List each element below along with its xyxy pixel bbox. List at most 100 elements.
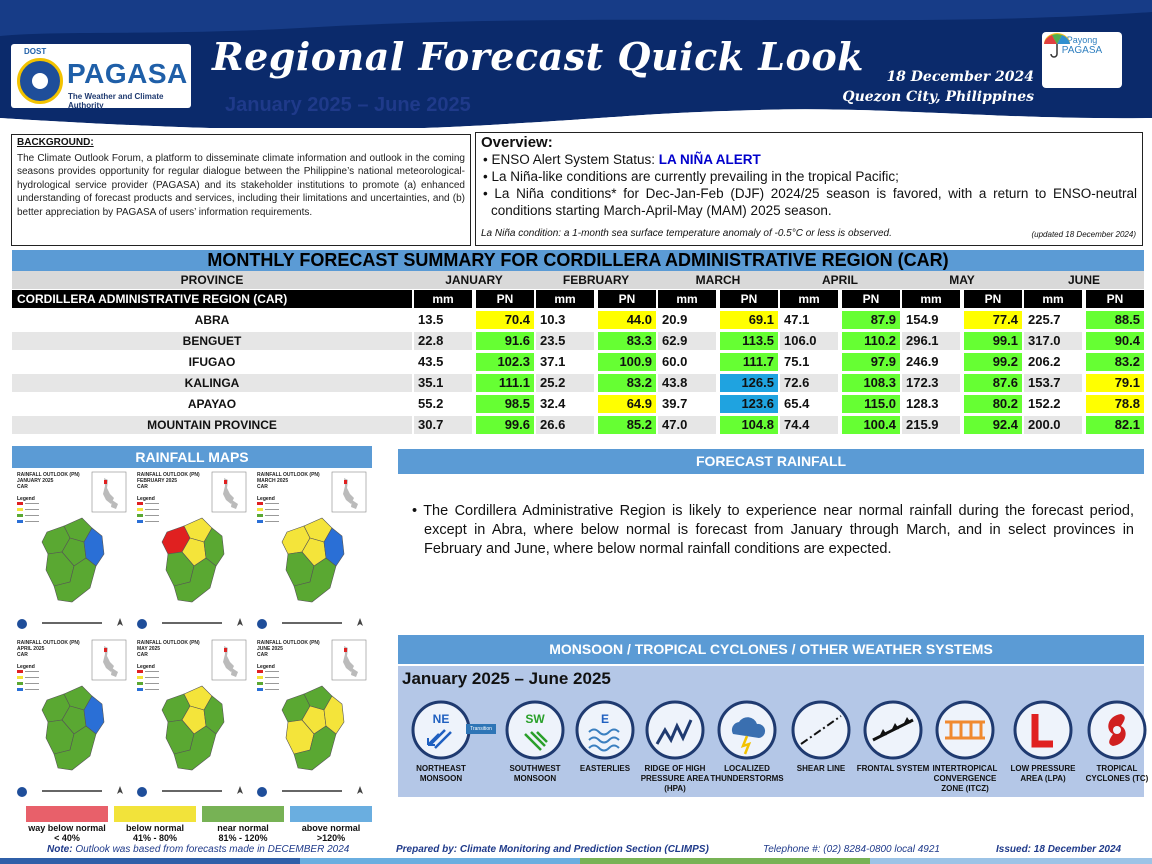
dost-label: DOST: [24, 47, 47, 56]
footer-issued: Issued: 18 December 2024: [996, 844, 1122, 855]
rainfall-mm-cell: 65.4: [784, 396, 810, 411]
weather-system-label: INTERTROPICAL CONVERGENCE ZONE (ITCZ): [932, 764, 998, 793]
payong-label: Payong: [1066, 35, 1098, 45]
mm-column-header: mm: [1024, 290, 1082, 308]
background-panel: BACKGROUND: The Climate Outlook Forum, a…: [11, 134, 471, 246]
map-graphic: [17, 639, 127, 797]
weather-systems-title: MONSOON / TROPICAL CYCLONES / OTHER WEAT…: [398, 635, 1144, 664]
province-name: IFUGAO: [188, 355, 236, 369]
map-graphic: [137, 471, 247, 629]
month-header: FEBRUARY: [562, 273, 630, 287]
rainfall-map: RAINFALL OUTLOOK (PN) JUNE 2025 CAR Legend: [252, 638, 370, 802]
legend-label: way below normal < 40%: [26, 823, 108, 843]
tropical-cyclone-icon: [1087, 700, 1147, 765]
weather-system-label: LOW PRESSURE AREA (LPA): [1010, 764, 1076, 783]
percent-normal-cell: 80.2: [964, 395, 1022, 413]
rainfall-map: RAINFALL OUTLOOK (PN) APRIL 2025 CAR Legend: [12, 638, 130, 802]
month-header: MAY: [949, 273, 975, 287]
table-row: IFUGAO 43.5 102.3 37.1 100.9 60.0 111.7 75.1 97.…: [12, 353, 1144, 371]
region-name: CORDILLERA ADMINISTRATIVE REGION (CAR): [12, 290, 412, 308]
background-title: BACKGROUND:: [17, 137, 94, 148]
percent-normal-cell: 111.1: [476, 374, 534, 392]
rainfall-mm-cell: 13.5: [418, 312, 444, 327]
legend-range: 81% - 120%: [218, 833, 268, 843]
rainfall-mm-cell: 317.0: [1024, 332, 1082, 350]
mm-column-header: mm: [536, 290, 594, 308]
background-text: The Climate Outlook Forum, a platform to…: [17, 153, 465, 218]
mm-column-header: mm: [780, 290, 838, 308]
percent-normal-cell: 123.6: [720, 395, 778, 413]
pagasa-seal-icon: [17, 58, 63, 104]
map-title: RAINFALL OUTLOOK (PN) MARCH 2025 CAR: [257, 472, 320, 490]
percent-normal-cell: 100.9: [598, 353, 656, 371]
rainfall-mm-cell: 128.3: [906, 396, 939, 411]
footer-note: Note: Outlook was based from forecasts m…: [47, 844, 349, 855]
mm-column-header: mm: [902, 290, 960, 308]
percent-normal-cell: 77.4: [964, 311, 1022, 329]
umbrella-icon: [1044, 33, 1070, 58]
map-title-line: CAR: [257, 652, 268, 658]
pn-column-header: PN: [598, 290, 656, 308]
province-header: PROVINCE: [180, 273, 244, 287]
percent-normal-cell: 88.5: [1086, 311, 1144, 329]
rainfall-mm-cell: 30.7: [414, 416, 472, 434]
map-title-line: CAR: [17, 484, 28, 490]
percent-normal-cell: 113.5: [720, 332, 778, 350]
weather-system-abbr: L: [1013, 712, 1073, 726]
month-header: APRIL: [822, 273, 858, 287]
map-title-line: MAY 2025: [137, 646, 161, 652]
rainfall-mm-cell: 200.0: [1024, 416, 1082, 434]
percent-normal-cell: 110.2: [842, 332, 900, 350]
northeast-monsoon-icon: NE: [411, 700, 471, 765]
percent-normal-cell: 99.2: [964, 353, 1022, 371]
itcz-icon: [935, 700, 995, 765]
map-title-line: RAINFALL OUTLOOK (PN): [17, 472, 80, 478]
percent-normal-cell: 99.1: [964, 332, 1022, 350]
percent-normal-cell: 102.3: [476, 353, 534, 371]
agency-name: PAGASA: [67, 58, 188, 89]
map-title-line: RAINFALL OUTLOOK (PN): [137, 640, 200, 646]
weather-system-label: RIDGE OF HIGH PRESSURE AREA (HPA): [640, 764, 710, 793]
percent-normal-cell: 69.1: [720, 311, 778, 329]
percent-normal-cell: 83.2: [1086, 353, 1144, 371]
month-header: JANUARY: [445, 273, 503, 287]
rainfall-mm-cell: 43.5: [418, 354, 444, 369]
rainfall-mm-cell: 20.9: [662, 312, 688, 327]
map-title: RAINFALL OUTLOOK (PN) JANUARY 2025 CAR: [17, 472, 80, 490]
footer-note-text: Outlook was based from forecasts made in…: [72, 844, 350, 855]
payong-pagasa-logo: Payong PAGASA: [1042, 32, 1122, 88]
rainfall-mm-cell: 32.4: [540, 396, 566, 411]
legend-category: above normal: [301, 823, 361, 833]
province-name: ABRA: [194, 313, 230, 327]
payong-pagasa-label: PAGASA: [1061, 45, 1103, 56]
legend-label: below normal 41% - 80%: [114, 823, 196, 843]
map-title-line: FEBRUARY 2025: [137, 478, 178, 484]
map-legend-label: Legend: [257, 496, 275, 502]
page-period: January 2025 – June 2025: [225, 94, 471, 116]
percent-normal-cell: 82.1: [1086, 416, 1144, 434]
footer: Note: Outlook was based from forecasts m…: [0, 842, 1152, 864]
legend-swatch: [114, 806, 196, 822]
map-title-line: CAR: [257, 484, 268, 490]
percent-normal-cell: 100.4: [842, 416, 900, 434]
legend-category: below normal: [125, 823, 184, 833]
weather-system-label: SOUTHWEST MONSOON: [509, 764, 561, 783]
month-header: MARCH: [695, 273, 741, 287]
rainfall-mm-cell: 25.2: [536, 374, 594, 392]
rainfall-mm-cell: 39.7: [662, 396, 688, 411]
province-name: MOUNTAIN PROVINCE: [12, 416, 412, 434]
map-title-line: RAINFALL OUTLOOK (PN): [257, 640, 320, 646]
issue-info: 18 December 2024 Quezon City, Philippine…: [842, 67, 1034, 107]
percent-normal-cell: 85.2: [598, 416, 656, 434]
rainfall-mm-cell: 153.7: [1024, 374, 1082, 392]
map-graphic: [257, 471, 367, 629]
table-row: APAYAO 55.2 98.5 32.4 64.9 39.7 123.6 65.4 115.0…: [12, 395, 1144, 413]
legend-swatch: [26, 806, 108, 822]
footer-note-label: Note:: [47, 844, 73, 855]
percent-normal-cell: 98.5: [476, 395, 534, 413]
weather-systems-panel: January 2025 – June 2025 NE NORTHEAST MON…: [398, 666, 1148, 797]
lpa-icon: L: [1013, 700, 1073, 765]
easterlies-icon: E: [575, 700, 635, 765]
issue-place: Quezon City, Philippines: [842, 89, 1034, 105]
footer-telephone: Telephone #: (02) 8284-0800 local 4921: [763, 844, 940, 855]
